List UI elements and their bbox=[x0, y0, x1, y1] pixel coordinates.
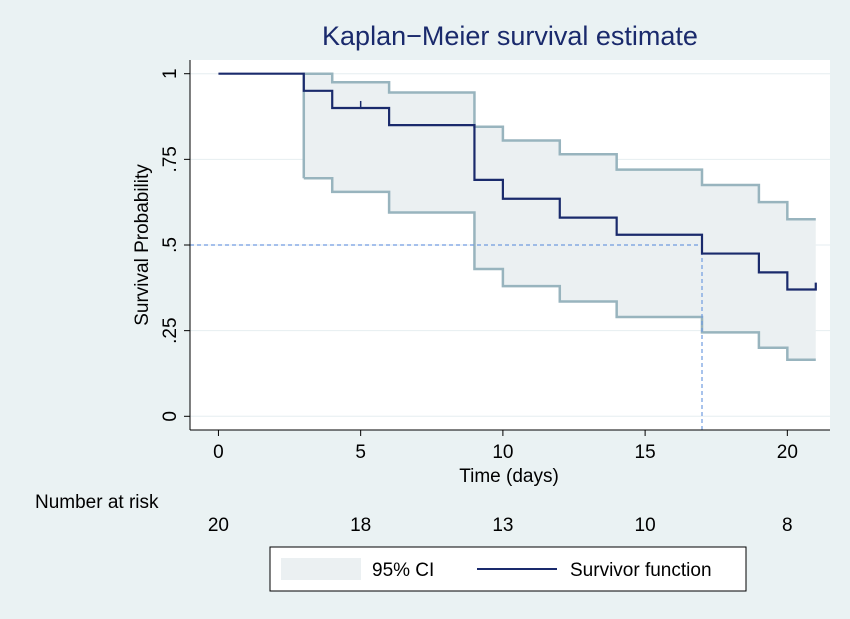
y-tick-label: .5 bbox=[160, 237, 181, 253]
ci-lower-line bbox=[303, 176, 816, 362]
y-tick-label: 1 bbox=[160, 68, 181, 79]
risk-value: 18 bbox=[350, 515, 371, 536]
y-tick-label: 0 bbox=[160, 411, 181, 422]
survivor-function-line bbox=[218, 72, 817, 291]
ci-upper-line bbox=[302, 72, 816, 221]
x-tick-label: 10 bbox=[492, 442, 513, 463]
risk-value: 10 bbox=[635, 515, 656, 536]
risk-value: 13 bbox=[492, 515, 513, 536]
x-tick-label: 20 bbox=[777, 442, 798, 463]
risk-value: 20 bbox=[208, 515, 229, 536]
legend-ci-swatch bbox=[281, 558, 361, 580]
legend-survivor-label: Survivor function bbox=[570, 560, 712, 581]
x-tick-label: 0 bbox=[213, 442, 224, 463]
axes: 0 5 10 15 20 0 .25 .5 .75 1 bbox=[160, 60, 830, 463]
x-tick-label: 5 bbox=[355, 442, 366, 463]
risk-value: 8 bbox=[782, 515, 793, 536]
x-axis-label: Time (days) bbox=[459, 466, 559, 487]
y-tick-label: .25 bbox=[160, 317, 181, 343]
legend: 95% CI Survivor function bbox=[269, 546, 747, 592]
legend-ci-label: 95% CI bbox=[372, 560, 434, 581]
chart-title: Kaplan−Meier survival estimate bbox=[322, 21, 698, 51]
y-tick-label: .75 bbox=[160, 146, 181, 172]
x-tick-label: 15 bbox=[635, 442, 656, 463]
risk-table-values: 20 18 13 10 8 bbox=[208, 515, 793, 536]
y-axis-label: Survival Probability bbox=[132, 164, 153, 326]
risk-table-label: Number at risk bbox=[35, 492, 159, 513]
